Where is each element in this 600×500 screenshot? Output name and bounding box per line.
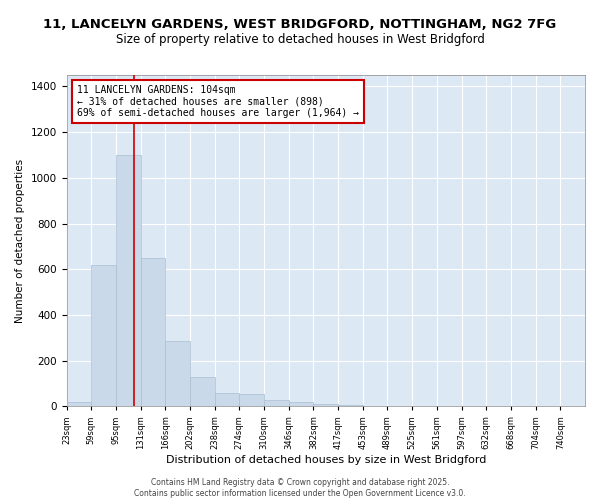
Bar [264,400,289,406]
Bar [215,392,239,406]
Bar [190,376,215,406]
Y-axis label: Number of detached properties: Number of detached properties [15,158,25,323]
Text: 11, LANCELYN GARDENS, WEST BRIDGFORD, NOTTINGHAM, NG2 7FG: 11, LANCELYN GARDENS, WEST BRIDGFORD, NO… [43,18,557,30]
Bar [91,264,116,406]
Bar [116,155,140,406]
Bar [289,402,313,406]
Bar [140,258,165,406]
Text: Contains HM Land Registry data © Crown copyright and database right 2025.
Contai: Contains HM Land Registry data © Crown c… [134,478,466,498]
Bar [239,394,264,406]
Bar [165,342,190,406]
Text: 11 LANCELYN GARDENS: 104sqm
← 31% of detached houses are smaller (898)
69% of se: 11 LANCELYN GARDENS: 104sqm ← 31% of det… [77,85,359,118]
Bar [67,402,91,406]
X-axis label: Distribution of detached houses by size in West Bridgford: Distribution of detached houses by size … [166,455,486,465]
Bar [313,404,338,406]
Text: Size of property relative to detached houses in West Bridgford: Size of property relative to detached ho… [116,32,484,46]
